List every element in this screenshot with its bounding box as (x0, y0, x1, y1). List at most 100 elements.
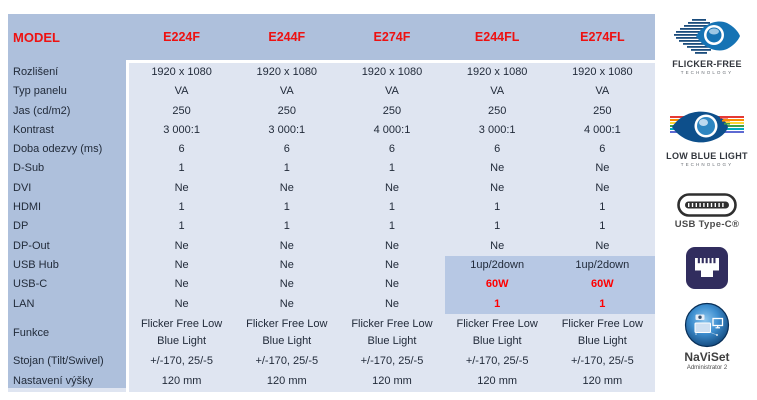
table-row: 120 mm 120 mm 120 mm 120 mm 120 mm (129, 372, 655, 391)
cell: +/-170, 25/-5 (360, 355, 424, 368)
spec-table: MODEL E224F E244F E274F E244FL E274FL Rozliš… (8, 14, 655, 393)
cell: 250 (172, 104, 191, 117)
cell: Ne (174, 258, 189, 271)
table-header: MODEL E224F E244F E274F E244FL E274FL (8, 14, 655, 60)
column-header: E244F (268, 30, 306, 44)
lan-ethernet-port-icon (686, 247, 728, 289)
cell: 1 (388, 162, 396, 175)
naviset-title: NaViSet (684, 350, 730, 364)
cell: Flicker Free Low Blue Light (456, 318, 538, 348)
cell: 3 000:1 (478, 123, 516, 136)
cell: 1920 x 1080 (361, 66, 423, 78)
cell: 1 (599, 201, 606, 214)
cell: 1 (494, 201, 501, 214)
cell: Ne (384, 297, 399, 310)
row-label: DVI (13, 181, 32, 194)
cell: 1920 x 1080 (572, 66, 633, 78)
row-label: USB Hub (13, 258, 59, 271)
cell: 3 000:1 (268, 123, 306, 136)
cell: Ne (490, 239, 505, 252)
cell: Ne (279, 258, 294, 271)
flicker-free-subtitle: TECHNOLOGY (680, 70, 734, 75)
cell: 6 (494, 143, 501, 156)
cell: 120 mm (161, 374, 202, 387)
table-row: 1920 x 1080 1920 x 1080 1920 x 1080 1920 x … (129, 63, 655, 82)
cell: +/-170, 25/-5 (465, 355, 529, 368)
naviset-globe-icon (684, 302, 730, 348)
cell: 3 000:1 (163, 123, 200, 136)
cell: 250 (487, 104, 507, 117)
cell: 1 (178, 162, 185, 175)
row-label: Doba odezvy (ms) (13, 143, 103, 156)
cell: 1 (178, 201, 185, 214)
cell: 1 (494, 220, 501, 233)
cell: 120 mm (266, 374, 307, 387)
cell: Flicker Free Low Blue Light (351, 318, 433, 348)
cell: 250 (277, 104, 296, 117)
cell: 6 (388, 143, 396, 156)
cell: 1920 x 1080 (466, 66, 528, 78)
table-row: VA VA VA VA VA (129, 82, 655, 101)
row-label: USB-C (13, 278, 48, 291)
cell: Ne (490, 162, 505, 175)
low-blue-light-title: LOW BLUE LIGHT (666, 151, 748, 161)
table-rows: 1920 x 1080 1920 x 1080 1920 x 1080 1920 x … (129, 63, 655, 391)
cell: 4 000:1 (583, 123, 621, 136)
row-label: DP-Out (13, 239, 50, 252)
cell: 250 (382, 104, 402, 117)
cell: Ne (174, 181, 189, 194)
table-row: 1 1 1 Ne Ne (129, 159, 655, 178)
low-blue-light-subtitle: TECHNOLOGY (680, 162, 734, 167)
table-row: Ne Ne Ne 60W 60W (129, 275, 655, 294)
cell: Ne (384, 258, 399, 271)
lan-port-badge (661, 246, 753, 290)
cell: 6 (599, 143, 606, 156)
cell: +/-170, 25/-5 (571, 355, 634, 368)
model-header-label: MODEL (13, 29, 60, 45)
cell: VA (385, 85, 399, 98)
table-row: +/-170, 25/-5 +/-170, 25/-5 +/-170, 25/-5 +… (129, 352, 655, 371)
table-row: 1 1 1 1 1 (129, 217, 655, 236)
row-label-column: Rozlišení Typ panelu Jas (cd/m2) Kontrast Do… (8, 60, 126, 388)
cell: 250 (593, 104, 612, 117)
table-row: 3 000:1 3 000:1 4 000:1 3 000:1 4 000:1 (129, 121, 655, 140)
row-label: Stojan (Tilt/Swivel) (13, 355, 104, 368)
row-label: D-Sub (13, 162, 45, 175)
column-header: E224F (163, 30, 201, 44)
cell: Flicker Free Low Blue Light (246, 318, 328, 348)
cell: 1 (494, 297, 501, 310)
table-bottom-strip (8, 388, 126, 392)
cell: VA (174, 85, 189, 98)
column-header: E274FL (580, 30, 625, 44)
cell: 60W (591, 278, 614, 291)
cell: 1920 x 1080 (256, 66, 318, 78)
cell: Flicker Free Low Blue Light (561, 318, 643, 348)
table-row: 250 250 250 250 250 (129, 102, 655, 121)
cell: 6 (178, 143, 185, 156)
row-label: Nastavení výšky (13, 374, 94, 387)
column-header: E244FL (474, 30, 520, 44)
cell: Ne (279, 239, 294, 252)
flicker-free-badge: FLICKER-FREE TECHNOLOGY (661, 17, 753, 75)
naviset-badge: NaViSet Administrator 2 (661, 302, 753, 371)
cell: 1920 x 1080 (151, 66, 212, 78)
flicker-free-title: FLICKER-FREE (672, 59, 742, 69)
row-labels: Rozlišení Typ panelu Jas (cd/m2) Kontrast Do… (8, 63, 126, 391)
cell: Ne (384, 239, 399, 252)
row-label: Kontrast (13, 123, 54, 136)
fl-models-feature-highlight (444, 256, 655, 314)
cell: Ne (279, 297, 294, 310)
cell: Ne (174, 297, 189, 310)
low-blue-light-badge: LOW BLUE LIGHT TECHNOLOGY (661, 107, 753, 167)
cell: +/-170, 25/-5 (255, 355, 319, 368)
cell: VA (595, 85, 610, 98)
cell: 1 (599, 220, 606, 233)
table-row: Ne Ne Ne Ne Ne (129, 179, 655, 198)
row-label: DP (13, 220, 29, 233)
row-label: HDMI (13, 201, 42, 214)
cell: 1 (599, 297, 606, 310)
row-label: Jas (cd/m2) (13, 104, 71, 117)
column-headers: E224F E244F E274F E244FL E274FL (129, 14, 655, 60)
table-row: Ne Ne Ne Ne Ne (129, 237, 655, 256)
